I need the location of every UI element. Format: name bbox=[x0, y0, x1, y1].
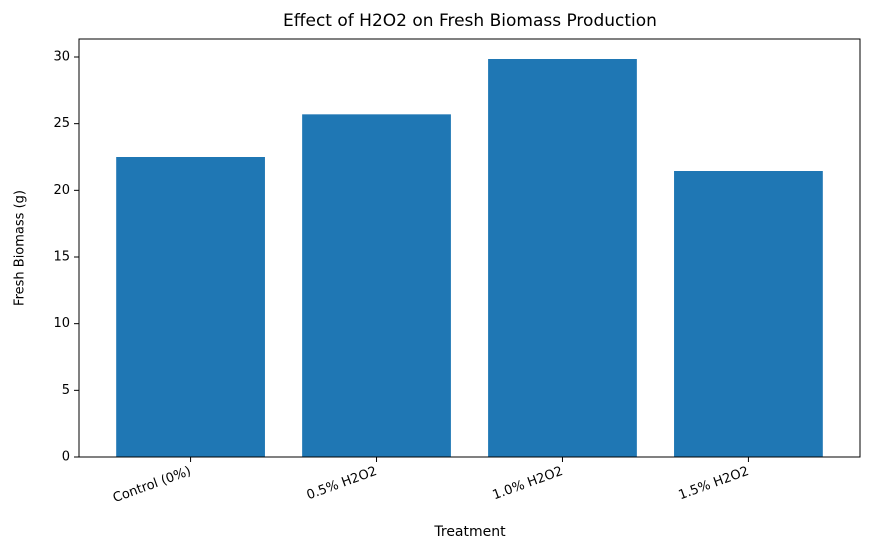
plot-frame bbox=[78, 38, 861, 458]
bar bbox=[116, 157, 265, 457]
bar bbox=[302, 114, 451, 457]
y-tick-label: 30 bbox=[53, 50, 70, 65]
y-tick-label: 15 bbox=[53, 250, 70, 265]
y-tick-label: 0 bbox=[62, 450, 70, 465]
bar bbox=[488, 59, 637, 457]
x-axis-label: Treatment bbox=[433, 524, 506, 539]
y-tick-label: 25 bbox=[53, 116, 70, 131]
x-tick-label: Control (0%) bbox=[111, 464, 193, 506]
y-axis-label: Fresh Biomass (g) bbox=[13, 190, 28, 306]
y-tick-label: 5 bbox=[62, 383, 70, 398]
bar bbox=[674, 171, 823, 457]
y-tick-label: 20 bbox=[53, 183, 70, 198]
x-tick-label: 1.5% H2O2 bbox=[677, 464, 751, 503]
chart-title: Effect of H2O2 on Fresh Biomass Producti… bbox=[283, 11, 657, 31]
x-tick-label: 0.5% H2O2 bbox=[305, 464, 379, 503]
x-tick-label: 1.0% H2O2 bbox=[491, 464, 565, 503]
y-tick-label: 10 bbox=[53, 316, 70, 331]
